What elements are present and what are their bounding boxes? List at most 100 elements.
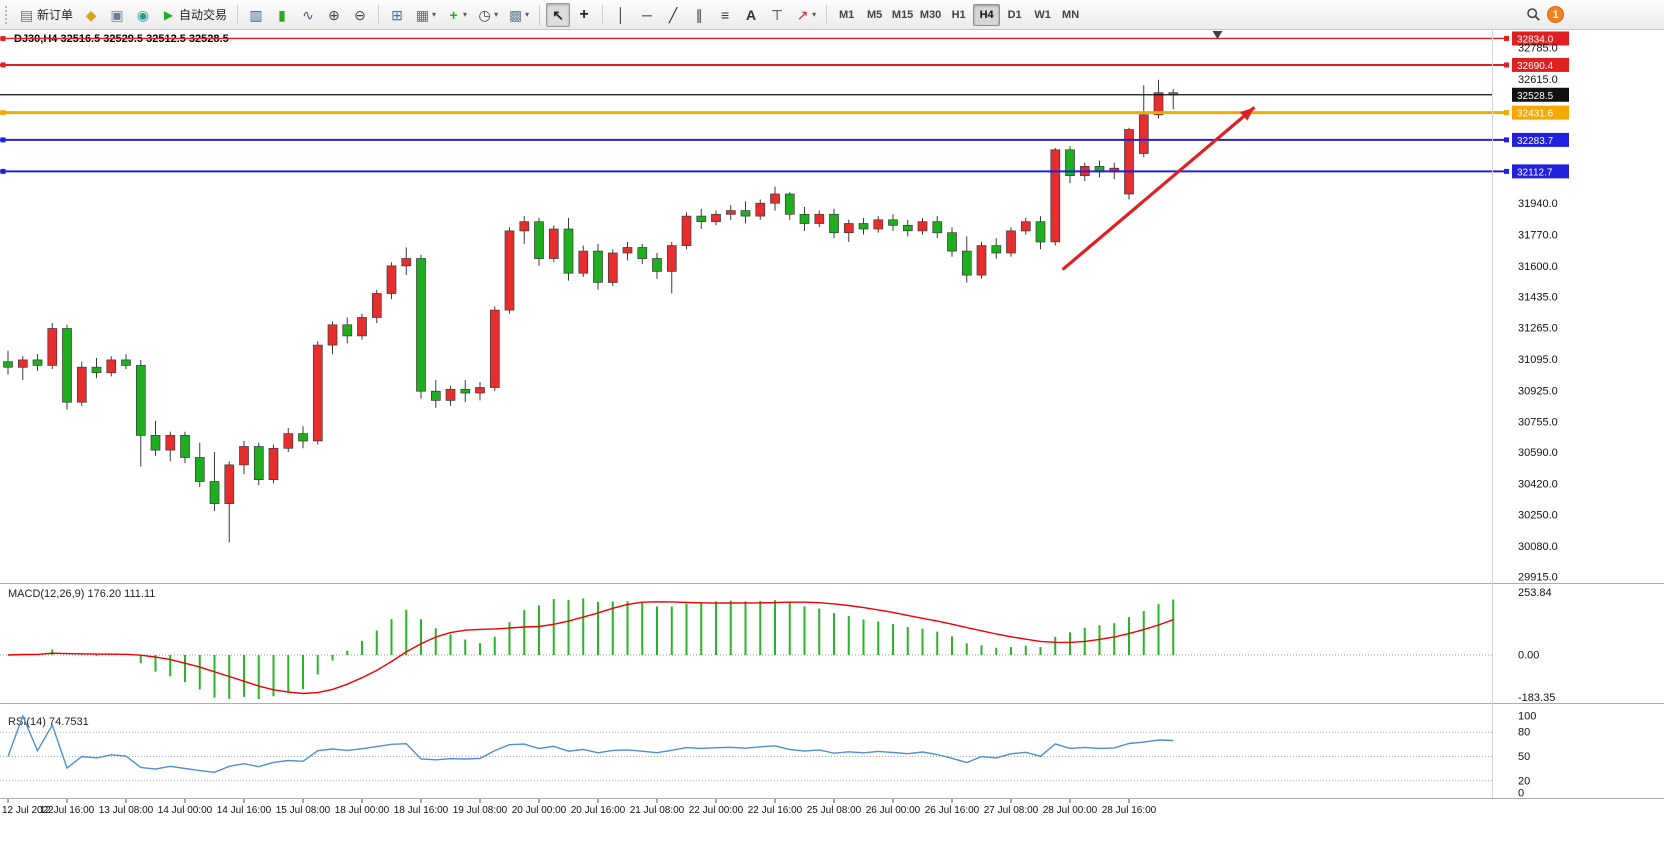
new-chart-button[interactable]: ▦ ▾: [411, 3, 440, 27]
timeframe-w1[interactable]: W1: [1029, 4, 1056, 26]
price-badge: [1512, 164, 1569, 179]
hline-endpoint[interactable]: [0, 168, 6, 174]
hline-endpoint[interactable]: [1504, 168, 1509, 174]
horizontal-line-tool-button[interactable]: ─: [635, 3, 659, 27]
text-tool-button[interactable]: A: [739, 3, 763, 27]
drawn-objects-layer: [0, 35, 1509, 174]
timeframe-m15[interactable]: M15: [889, 4, 916, 26]
candle-body: [888, 219, 898, 226]
candle-body: [961, 250, 972, 276]
news-icon: ◉: [136, 6, 150, 23]
toolbar-separator: [237, 4, 239, 25]
candle-body: [371, 293, 382, 318]
vertical-line-icon: │: [616, 6, 626, 23]
trend-arrow-head[interactable]: [1240, 107, 1255, 121]
candle-body: [342, 324, 353, 337]
candle-body: [947, 232, 957, 252]
timeframe-m30[interactable]: M30: [917, 4, 944, 26]
new-chart-icon: ▦: [415, 6, 430, 23]
candle-body: [799, 213, 810, 224]
bar-chart-mode-button[interactable]: ▥: [244, 3, 268, 27]
timeframe-m1[interactable]: M1: [833, 4, 860, 26]
timeframe-h4[interactable]: H4: [973, 3, 1001, 26]
new-order-icon: ▤: [19, 6, 34, 23]
search-button[interactable]: [1521, 3, 1545, 27]
time-axis-label: 14 Jul 00:00: [158, 805, 213, 816]
hline-endpoint[interactable]: [0, 110, 6, 116]
autotrading-button[interactable]: ▶ 自动交易: [157, 3, 231, 27]
timeframe-d1[interactable]: D1: [1001, 4, 1028, 26]
candle-body: [3, 361, 13, 368]
rsi-panel: 100 80 50 200: [0, 711, 1536, 800]
zoom-in-button[interactable]: ⊕: [322, 3, 346, 27]
hline-endpoint[interactable]: [0, 62, 6, 68]
timeframe-m5[interactable]: M5: [861, 4, 888, 26]
time-axis-label: 18 Jul 16:00: [394, 805, 449, 816]
chevron-down-icon: ▾: [463, 9, 468, 19]
hline-endpoint[interactable]: [1504, 35, 1509, 41]
rsi-scale-label: 50: [1518, 751, 1530, 763]
hline-endpoint[interactable]: [0, 35, 6, 41]
print-icon: ▣: [110, 6, 124, 23]
cursor-tool-button[interactable]: ↖: [546, 2, 571, 27]
chevron-down-icon: ▾: [494, 9, 499, 19]
line-chart-mode-button[interactable]: ∿: [296, 3, 320, 27]
new-order-button[interactable]: ▤ 新订单: [15, 3, 77, 27]
candle-body: [489, 309, 500, 388]
time-axis-label: 19 Jul 08:00: [453, 805, 508, 816]
timeframe-h1[interactable]: H1: [945, 4, 972, 26]
templates-button[interactable]: ▩ ▾: [504, 3, 533, 27]
candle-body: [991, 245, 1002, 254]
candle-body: [121, 359, 131, 366]
candle-body: [1124, 129, 1134, 195]
zoom-out-button[interactable]: ⊖: [348, 3, 372, 27]
candle-chart-mode-button[interactable]: ▮: [270, 3, 294, 27]
hline-endpoint[interactable]: [1504, 62, 1509, 68]
trendline-tool-button[interactable]: ╱: [661, 3, 685, 27]
timeframe-mn[interactable]: MN: [1057, 4, 1084, 26]
candle-body: [327, 324, 338, 346]
periods-button[interactable]: ◷ ▾: [473, 3, 502, 27]
candle-body: [135, 365, 146, 436]
candle-body: [917, 221, 928, 232]
candle-body: [460, 388, 471, 394]
trend-arrow-line[interactable]: [1061, 106, 1256, 271]
hline-endpoint[interactable]: [1504, 137, 1509, 143]
candle-body: [755, 202, 766, 217]
candle-body: [357, 317, 367, 337]
toolbar-separator: [602, 4, 604, 25]
channel-tool-button[interactable]: ∥: [687, 3, 711, 27]
tile-windows-button[interactable]: ⊞: [385, 3, 409, 27]
label-tool-button[interactable]: ⊤: [765, 3, 789, 27]
vertical-line-tool-button[interactable]: │: [609, 3, 633, 27]
arrow-object-icon: ↗: [796, 6, 809, 23]
hline-endpoint[interactable]: [1504, 110, 1509, 116]
search-icon: [1526, 8, 1540, 21]
price-axis-label: 32785.0: [1518, 43, 1558, 55]
print-button[interactable]: ▣: [105, 3, 129, 27]
candle-body: [445, 388, 456, 401]
toolbox-button[interactable]: ◆: [79, 3, 103, 27]
candle-body: [298, 433, 308, 442]
chart-shift-marker[interactable]: [1212, 31, 1223, 39]
candle-body: [165, 435, 176, 451]
candle-body: [268, 447, 279, 480]
price-axis[interactable]: 32834.0 32690.4 32528.5 32431.6 32283.7 32112…: [1512, 31, 1569, 583]
toolbar-separator: [378, 4, 380, 25]
news-button[interactable]: ◉: [131, 3, 155, 27]
candle-body: [1020, 221, 1031, 232]
hline-endpoint[interactable]: [0, 137, 6, 143]
price-badge-label: 32431.6: [1517, 109, 1554, 120]
arrows-tool-button[interactable]: ↗ ▾: [791, 3, 820, 27]
candle-body: [239, 446, 249, 466]
crosshair-tool-button[interactable]: +: [572, 3, 596, 27]
notification-badge[interactable]: 1: [1547, 6, 1564, 23]
toolbar-grip[interactable]: [5, 5, 10, 24]
fibonacci-tool-button[interactable]: ≡: [713, 3, 737, 27]
candle-body: [253, 446, 264, 481]
indicators-button[interactable]: + ▾: [442, 3, 471, 27]
candle-body: [386, 265, 397, 294]
candle-body: [607, 252, 618, 283]
